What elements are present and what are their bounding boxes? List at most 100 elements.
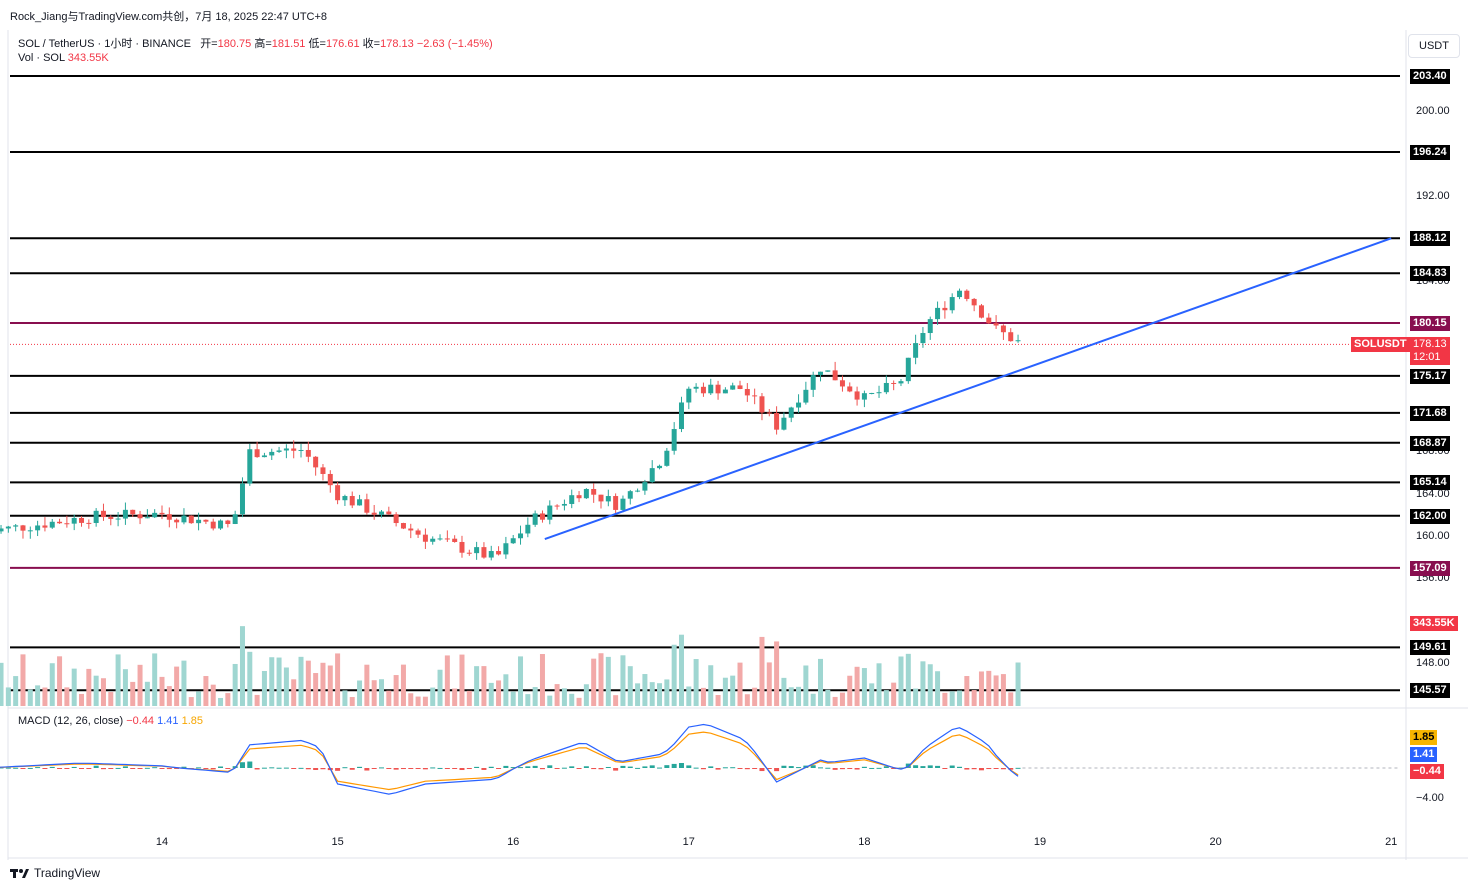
volume-bar [832, 696, 838, 706]
macd-bar [510, 767, 516, 769]
candle-body [254, 449, 260, 458]
macd-bar [408, 768, 414, 769]
tradingview-logo[interactable]: TradingView [10, 866, 100, 880]
level-tag[interactable]: 165.14 [1410, 475, 1450, 491]
macd-bar [547, 765, 553, 768]
level-tag[interactable]: 175.17 [1410, 368, 1450, 384]
volume-bar [218, 697, 224, 706]
macd-bar [503, 765, 509, 768]
symbol-line[interactable]: SOL / TetherUS · 1小时 · BINANCE [18, 38, 191, 50]
candle-body [430, 538, 436, 542]
candle-body [978, 305, 984, 318]
volume-bar [349, 697, 355, 706]
candle-body [678, 402, 684, 430]
candle-body [349, 496, 355, 506]
candle-body [722, 389, 728, 394]
current-price-value: 178.13 [1413, 338, 1447, 351]
volume-legend[interactable]: Vol · SOL 343.55K [18, 52, 109, 64]
level-tag[interactable]: 203.40 [1410, 69, 1450, 84]
candle-body [561, 503, 567, 506]
candle-body [825, 370, 831, 372]
candle-body [891, 382, 897, 384]
trendline [544, 237, 1392, 541]
volume-bar [993, 675, 999, 706]
volume-bar [466, 690, 472, 706]
candle-body [510, 538, 516, 544]
volume-bar [715, 694, 721, 706]
level-tag[interactable]: 162.00 [1410, 508, 1450, 524]
candle-body [605, 496, 611, 502]
candle-body [269, 451, 275, 456]
volume-bar [13, 676, 19, 706]
candle-body [100, 510, 106, 518]
macd-bar [357, 766, 363, 768]
macd-bar [993, 768, 999, 769]
candle-body [861, 393, 867, 400]
macd-bar [671, 763, 677, 768]
macd-bar [415, 768, 421, 769]
macd-label: MACD (12, 26, close) [18, 715, 124, 727]
volume-bar [20, 654, 26, 706]
candle-body [759, 396, 765, 413]
candle-body [474, 547, 480, 554]
level-tag[interactable]: 196.24 [1410, 145, 1450, 161]
candle-body [700, 386, 706, 394]
candle-body [583, 488, 589, 499]
candle-body [225, 520, 231, 524]
macd-bar [269, 767, 275, 769]
candle-body [774, 413, 780, 430]
candle-body [57, 521, 63, 524]
volume-bar [788, 687, 794, 706]
volume-bar [276, 657, 282, 706]
volume-bar [313, 673, 319, 706]
level-tag[interactable]: 180.15 [1410, 315, 1450, 331]
macd-bar [210, 768, 216, 770]
volume-bar [949, 691, 955, 706]
brand-text: TradingView [34, 866, 101, 880]
macd-bar [781, 765, 787, 768]
candle-body [832, 370, 838, 381]
candle-body [876, 392, 882, 394]
candle-body [144, 517, 150, 519]
level-tag[interactable]: 157.09 [1410, 560, 1450, 576]
volume-bar [35, 685, 41, 706]
currency-button[interactable]: USDT [1408, 34, 1460, 58]
volume-bar [678, 634, 684, 706]
high-value: 181.51 [271, 38, 306, 50]
volume-bar [935, 671, 941, 706]
volume-bar [444, 655, 450, 706]
candle-body [459, 541, 465, 553]
volume-bar [847, 675, 853, 706]
candle-body [715, 384, 721, 394]
candle-body [13, 525, 19, 527]
candle-body [503, 543, 509, 555]
level-tag[interactable]: 145.57 [1410, 683, 1450, 699]
candle-body [788, 407, 794, 418]
volume-bar [291, 679, 297, 706]
volume-bar [532, 687, 538, 706]
level-tag[interactable]: 184.83 [1410, 266, 1450, 282]
macd-bar [591, 768, 597, 770]
volume-bar [232, 663, 238, 706]
level-tag[interactable]: 171.68 [1410, 405, 1450, 421]
candle-body [1015, 340, 1021, 342]
macd-bar [752, 768, 758, 769]
high-label: 高= [254, 38, 272, 50]
macd-legend[interactable]: MACD (12, 26, close) −0.44 1.41 1.85 [18, 715, 203, 727]
level-tag[interactable]: 149.61 [1410, 640, 1450, 656]
macd-bar [283, 767, 289, 769]
macd-bar [949, 765, 955, 768]
candle-body [518, 533, 524, 539]
level-tag[interactable]: 188.12 [1410, 231, 1450, 247]
volume-bar [913, 688, 919, 706]
volume-bar [554, 684, 560, 706]
macd-bar [488, 766, 494, 768]
time-axis-label: 16 [507, 836, 520, 848]
level-tag[interactable]: 168.87 [1410, 435, 1450, 451]
volume-bar [759, 636, 765, 706]
volume-bar [196, 691, 202, 706]
volume-bar [64, 687, 70, 706]
candle-body [554, 505, 560, 507]
volume-bar [188, 697, 194, 706]
